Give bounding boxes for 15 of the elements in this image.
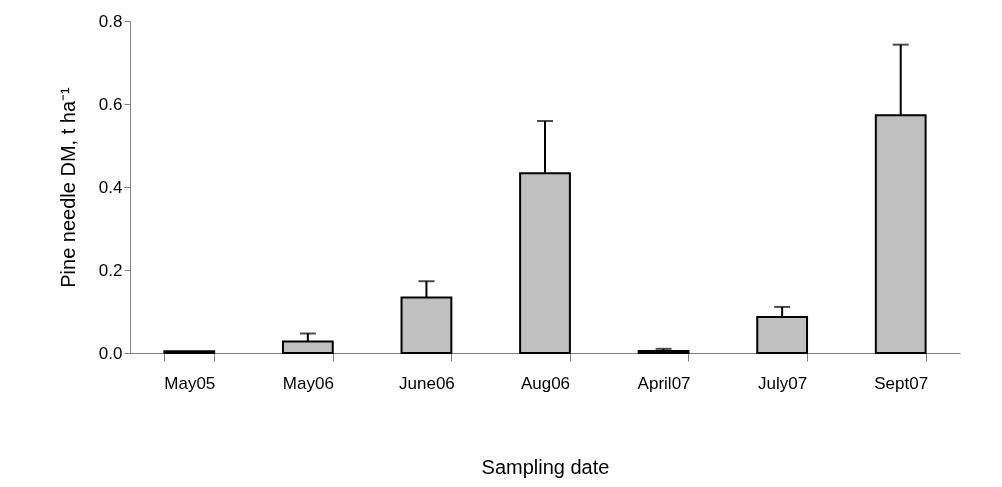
x-tick-label: Sept07 <box>874 373 929 393</box>
x-tick-label: July07 <box>758 373 808 393</box>
y-tick-label: 0.2 <box>98 260 123 280</box>
x-tick-label: June06 <box>399 373 455 393</box>
y-tick-label: 0.8 <box>98 11 123 31</box>
x-axis-title: Sampling date <box>481 455 610 478</box>
x-tick-label: Aug06 <box>520 373 571 393</box>
y-tick-label: 0.4 <box>98 177 123 197</box>
y-axis-title: Pine needle DM, t ha⁻¹ <box>56 86 79 288</box>
x-tick-label: May05 <box>164 373 216 393</box>
bar <box>637 349 690 354</box>
y-tick-label: 0.0 <box>98 343 123 363</box>
y-tick-label: 0.6 <box>98 94 123 114</box>
x-tick-label: May06 <box>282 373 334 393</box>
x-tick-label: April07 <box>637 373 691 393</box>
